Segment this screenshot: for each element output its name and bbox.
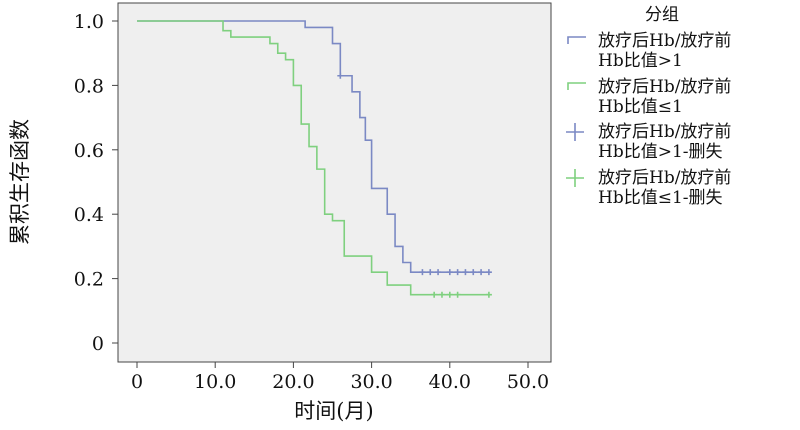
censor-mark-2 [446, 291, 453, 298]
y-tick-label: 0.6 [74, 140, 104, 162]
censor-mark-1 [427, 269, 434, 276]
x-tick-label: 40.0 [429, 371, 471, 393]
y-tick-label: 0.2 [74, 269, 104, 291]
x-tick-label: 20.0 [272, 371, 314, 393]
y-tick-label: 1.0 [74, 11, 104, 33]
legend-swatch-step [567, 82, 586, 90]
x-tick-label: 10.0 [194, 371, 236, 393]
plot-area [117, 2, 552, 363]
censor-mark-1 [337, 72, 344, 79]
censor-mark-1 [470, 269, 477, 276]
censor-mark-2 [454, 291, 461, 298]
legend-label: Hb比值≤1 [598, 97, 683, 117]
x-tick-label: 0 [131, 371, 143, 393]
y-tick-label: 0 [92, 333, 104, 355]
y-tick-label: 0.8 [74, 75, 104, 97]
censor-mark-1 [446, 269, 453, 276]
censor-mark-1 [454, 269, 461, 276]
legend-label: 放疗后Hb/放疗前 [598, 168, 731, 188]
legend-title: 分组 [645, 5, 679, 25]
legend-swatch-plus [566, 169, 584, 187]
censor-marks [337, 72, 492, 298]
legend-label: Hb比值>1-删失 [598, 142, 723, 162]
y-axis-title: 累积生存函数 [8, 119, 32, 245]
censor-mark-2 [431, 291, 438, 298]
legend: 分组放疗后Hb/放疗前Hb比值>1放疗后Hb/放疗前Hb比值≤1放疗后Hb/放疗… [566, 5, 731, 208]
censor-mark-1 [462, 269, 469, 276]
legend-label: 放疗后Hb/放疗前 [598, 31, 731, 51]
censor-mark-1 [478, 269, 485, 276]
series-group [137, 20, 489, 296]
series-line-1 [137, 20, 489, 273]
legend-swatch-plus [566, 123, 584, 141]
x-tick-label: 50.0 [507, 371, 549, 393]
legend-label: 放疗后Hb/放疗前 [598, 77, 731, 97]
legend-swatch-step [567, 36, 586, 44]
censor-mark-1 [435, 269, 442, 276]
censor-mark-1 [485, 269, 492, 276]
legend-label: Hb比值≤1-删失 [598, 188, 723, 208]
y-tick-label: 0.4 [74, 204, 104, 226]
censor-mark-2 [485, 291, 492, 298]
censor-mark-1 [419, 269, 426, 276]
x-axis-title: 时间(月) [294, 399, 373, 423]
legend-label: 放疗后Hb/放疗前 [598, 122, 731, 142]
censor-mark-2 [438, 291, 445, 298]
x-tick-label: 30.0 [350, 371, 392, 393]
legend-label: Hb比值>1 [598, 51, 683, 71]
series-line-2 [137, 20, 489, 296]
axis-ticks: 0 10.0 20.0 30.0 40.0 50.0 0 0.2 0.4 0.6 0.8 1.0 [74, 11, 549, 393]
